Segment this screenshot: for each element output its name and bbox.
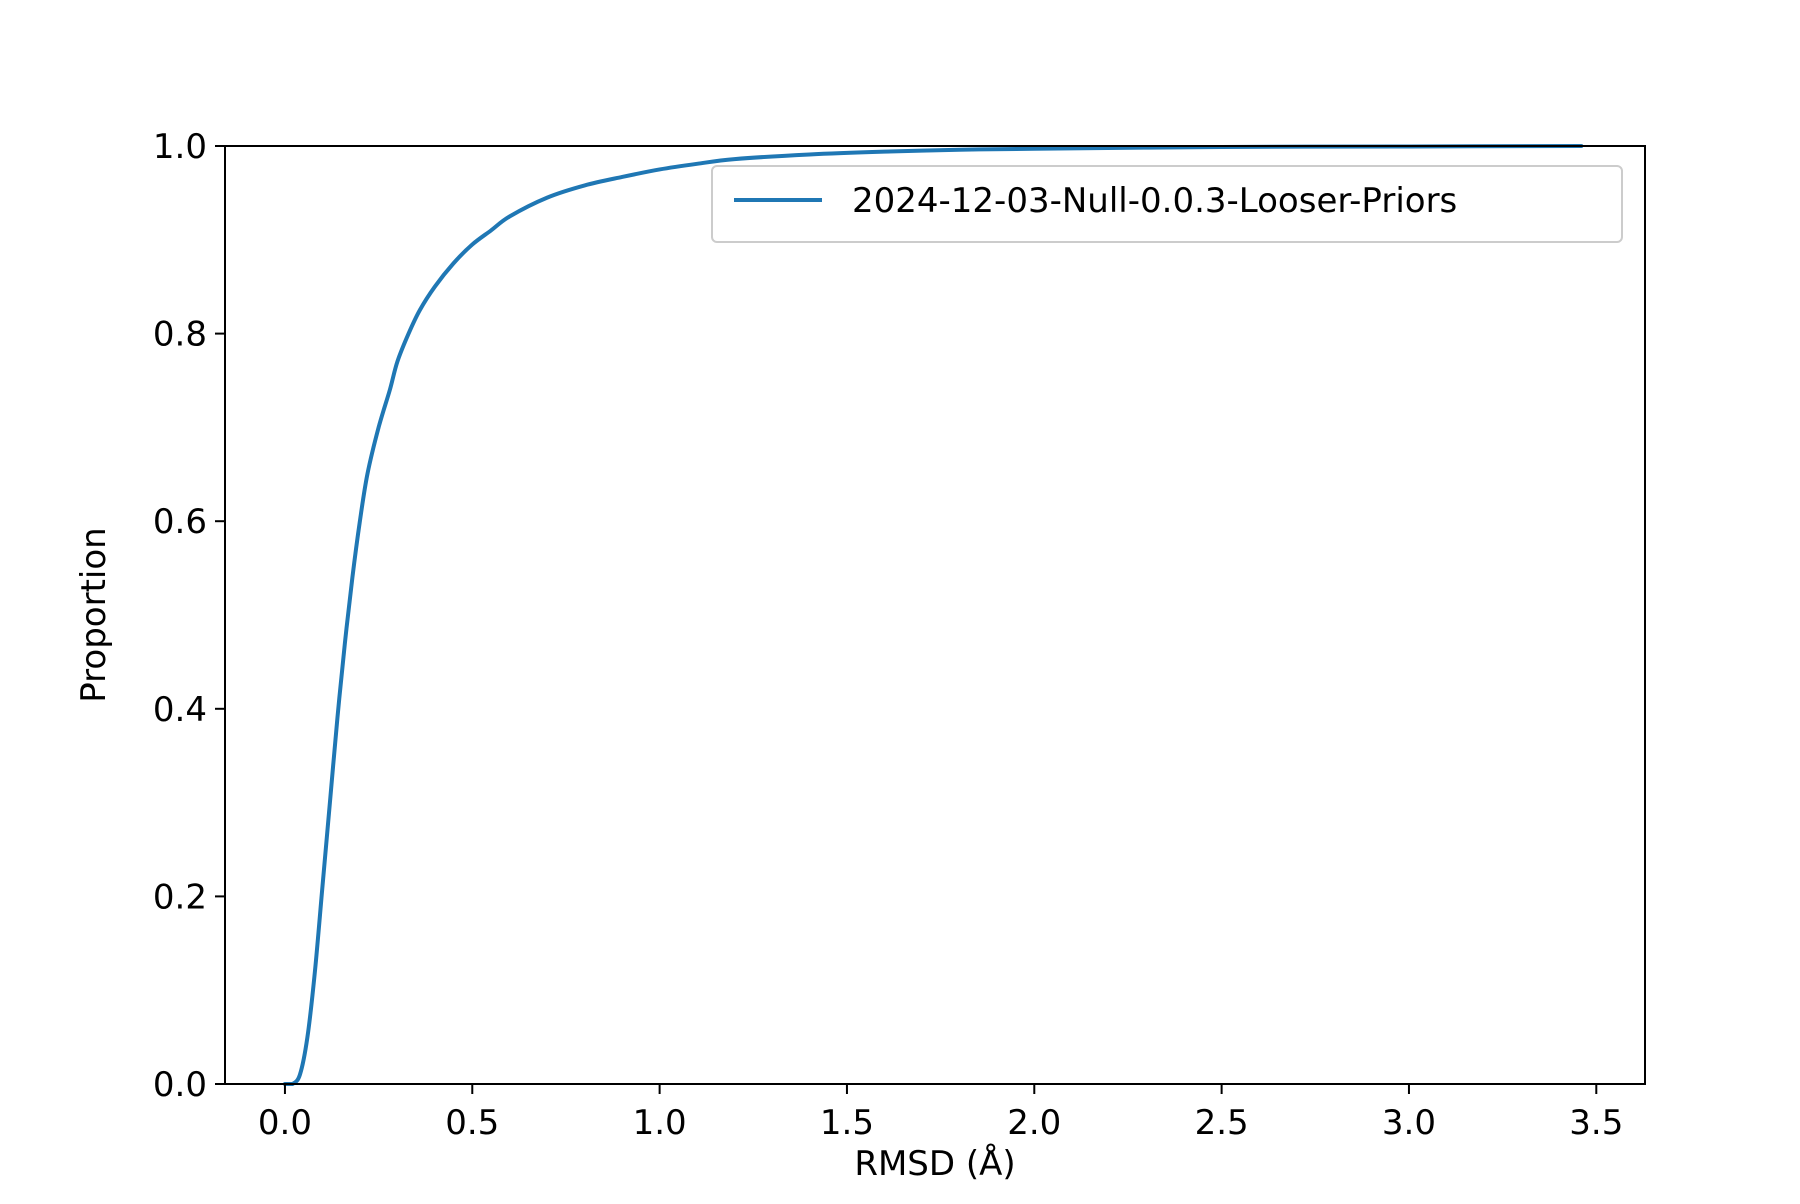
y-tick-label: 0.4 xyxy=(153,690,207,730)
y-tick-label: 0.2 xyxy=(153,877,207,917)
x-tick-label: 0.5 xyxy=(445,1103,499,1143)
x-tick-label: 3.5 xyxy=(1569,1103,1623,1143)
legend: 2024-12-03-Null-0.0.3-Looser-Priors xyxy=(711,165,1623,243)
x-tick-label: 1.5 xyxy=(820,1103,874,1143)
y-tick-label: 0.0 xyxy=(153,1065,207,1105)
x-tick-label: 0.0 xyxy=(258,1103,312,1143)
x-tick-label: 3.0 xyxy=(1382,1103,1436,1143)
plot-area xyxy=(282,144,1584,1086)
legend-label: 2024-12-03-Null-0.0.3-Looser-Priors xyxy=(852,181,1457,221)
y-tick-label: 0.8 xyxy=(153,315,207,355)
x-tick-label: 2.0 xyxy=(1007,1103,1061,1143)
y-tick-label: 0.6 xyxy=(153,502,207,542)
legend-box xyxy=(711,165,1623,243)
x-tick-label: 1.0 xyxy=(633,1103,687,1143)
y-tick-label: 1.0 xyxy=(153,127,207,167)
series-line xyxy=(282,144,1584,1086)
x-axis-ticks: 0.0 0.5 1.0 1.5 2.0 2.5 3.0 3.5 xyxy=(258,1084,1623,1143)
y-axis-label: Proportion xyxy=(74,527,114,702)
x-axis-label: RMSD (Å) xyxy=(854,1143,1015,1184)
axes-frame xyxy=(224,145,1646,1085)
x-tick-label: 2.5 xyxy=(1195,1103,1249,1143)
y-axis-ticks: 0.0 0.2 0.4 0.6 0.8 1.0 xyxy=(153,127,225,1105)
